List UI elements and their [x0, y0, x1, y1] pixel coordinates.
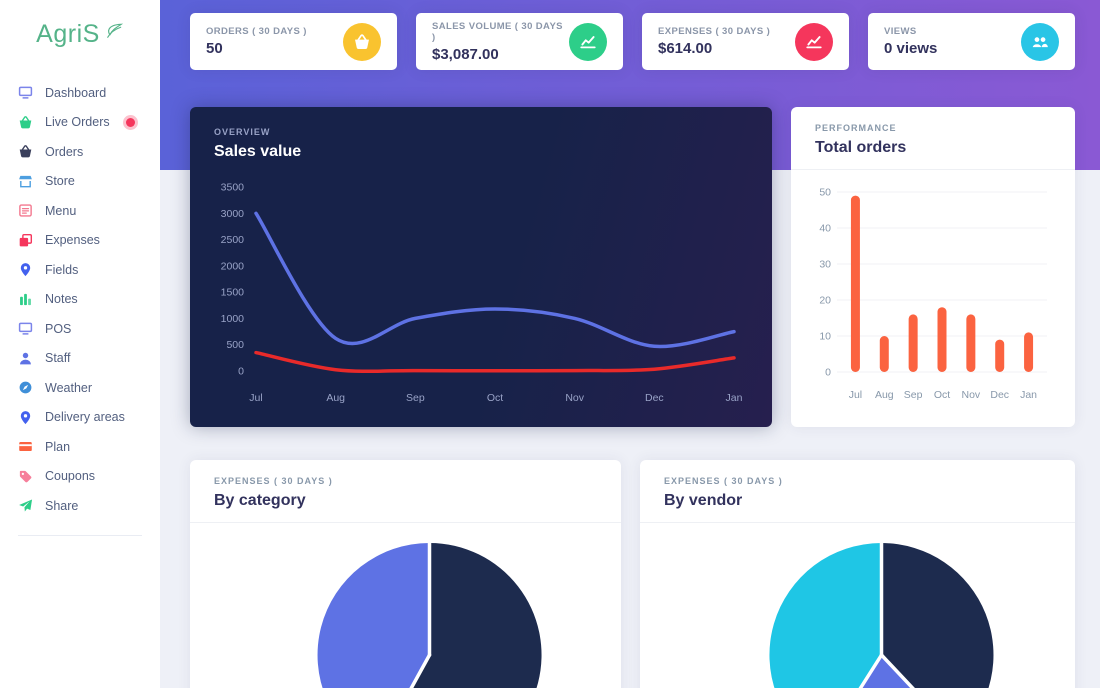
svg-text:40: 40 — [819, 223, 831, 235]
total-orders-title: Total orders — [815, 139, 907, 156]
users-icon — [1021, 22, 1059, 61]
sidebar-item-store[interactable]: Store — [0, 167, 160, 197]
live-indicator-badge — [125, 117, 135, 127]
basket-icon — [18, 115, 33, 130]
svg-text:Dec: Dec — [645, 392, 664, 404]
by-category-header: EXPENSES ( 30 DAYS ) By category — [190, 460, 621, 523]
sidebar-item-plan[interactable]: Plan — [0, 432, 160, 462]
app-name: AgriS — [36, 19, 100, 48]
store-icon — [18, 174, 33, 189]
total-orders-bar-chart: 0 10 20 30 40 50 Jul Aug Sep Oct Nov Dec Jan — [791, 170, 1075, 427]
monitor-icon — [18, 321, 33, 336]
chart-line-icon — [795, 22, 833, 61]
sidebar-item-orders[interactable]: Orders — [0, 137, 160, 167]
svg-text:Jul: Jul — [849, 389, 862, 401]
svg-text:Sep: Sep — [406, 392, 425, 404]
tag-icon — [18, 469, 33, 484]
list-icon — [18, 203, 33, 218]
user-icon — [18, 351, 33, 366]
sidebar-item-delivery-areas[interactable]: Delivery areas — [0, 403, 160, 433]
stat-card-sales-volume: SALES VOLUME ( 30 DAYS ) $3,087.00 — [416, 13, 623, 70]
pies-row: EXPENSES ( 30 DAYS ) By category EXPENSE… — [190, 460, 1075, 688]
sidebar-item-notes[interactable]: Notes — [0, 285, 160, 315]
by-category-card: EXPENSES ( 30 DAYS ) By category — [190, 460, 621, 688]
svg-text:20: 20 — [819, 295, 831, 307]
stat-card-views: VIEWS 0 views — [868, 13, 1075, 70]
svg-text:30: 30 — [819, 259, 831, 271]
svg-text:1500: 1500 — [221, 287, 245, 299]
by-category-title: By category — [214, 492, 306, 509]
sidebar-item-live-orders[interactable]: Live Orders — [0, 108, 160, 138]
svg-text:Oct: Oct — [934, 389, 950, 401]
total-orders-header: PERFORMANCE Total orders — [791, 107, 1075, 170]
sidebar-item-coupons[interactable]: Coupons — [0, 462, 160, 492]
map-pin-icon — [18, 410, 33, 425]
svg-text:Sep: Sep — [904, 389, 923, 401]
expenses-kicker: EXPENSES ( 30 DAYS ) — [664, 476, 783, 486]
svg-text:1000: 1000 — [221, 313, 245, 325]
total-orders-card: PERFORMANCE Total orders 0 10 20 30 40 50 Jul A… — [791, 107, 1075, 427]
overview-kicker: OVERVIEW — [214, 127, 271, 137]
sidebar-item-weather[interactable]: Weather — [0, 373, 160, 403]
svg-text:Dec: Dec — [990, 389, 1009, 401]
basket-icon — [343, 22, 381, 61]
performance-kicker: PERFORMANCE — [815, 123, 897, 133]
svg-text:Nov: Nov — [565, 392, 584, 404]
svg-text:Jan: Jan — [726, 392, 743, 404]
basket-icon — [18, 144, 33, 159]
stat-card-orders: ORDERS ( 30 DAYS ) 50 — [190, 13, 397, 70]
sales-value-title: Sales value — [214, 143, 302, 160]
stats-row: ORDERS ( 30 DAYS ) 50 SALES VOLUME ( 30 … — [190, 13, 1075, 70]
by-vendor-header: EXPENSES ( 30 DAYS ) By vendor — [640, 460, 1075, 523]
svg-text:3500: 3500 — [221, 182, 245, 194]
svg-text:2000: 2000 — [221, 260, 245, 272]
sidebar-item-share[interactable]: Share — [0, 491, 160, 521]
expenses-kicker: EXPENSES ( 30 DAYS ) — [214, 476, 333, 486]
main-content: ORDERS ( 30 DAYS ) 50 SALES VOLUME ( 30 … — [160, 0, 1100, 688]
by-vendor-card: EXPENSES ( 30 DAYS ) By vendor — [640, 460, 1075, 688]
sales-value-card: OVERVIEW Sales value 0 500 1000 1500 2000 250… — [190, 107, 772, 427]
map-pin-icon — [18, 262, 33, 277]
paper-plane-icon — [18, 498, 33, 513]
svg-text:2500: 2500 — [221, 234, 245, 246]
by-vendor-title: By vendor — [664, 492, 743, 509]
svg-text:0: 0 — [825, 367, 831, 379]
sidebar-divider — [18, 534, 142, 536]
svg-text:Nov: Nov — [962, 389, 981, 401]
app-logo[interactable]: AgriS — [0, 12, 160, 56]
svg-text:Jul: Jul — [249, 392, 262, 404]
svg-text:50: 50 — [819, 187, 831, 199]
svg-text:Jan: Jan — [1020, 389, 1037, 401]
sidebar-item-dashboard[interactable]: Dashboard — [0, 78, 160, 108]
chart-line-icon — [569, 22, 607, 61]
leaf-icon — [104, 21, 124, 41]
copy-icon — [18, 233, 33, 248]
by-category-pie-chart — [190, 523, 621, 688]
sidebar-nav: Dashboard Live Orders Orders Store Menu … — [0, 78, 160, 521]
compass-icon — [18, 380, 33, 395]
sales-value-header: OVERVIEW Sales value — [190, 107, 772, 165]
sidebar-item-pos[interactable]: POS — [0, 314, 160, 344]
sidebar-item-fields[interactable]: Fields — [0, 255, 160, 285]
sidebar-item-staff[interactable]: Staff — [0, 344, 160, 374]
monitor-icon — [18, 85, 33, 100]
charts-row: OVERVIEW Sales value 0 500 1000 1500 2000 250… — [190, 107, 1075, 427]
svg-text:Aug: Aug — [875, 389, 894, 401]
svg-text:500: 500 — [226, 339, 244, 351]
credit-card-icon — [18, 439, 33, 454]
sidebar-item-expenses[interactable]: Expenses — [0, 226, 160, 256]
svg-text:Aug: Aug — [326, 392, 345, 404]
columns-icon — [18, 292, 33, 307]
svg-text:3000: 3000 — [221, 208, 245, 220]
svg-text:0: 0 — [238, 366, 244, 378]
sidebar-item-menu[interactable]: Menu — [0, 196, 160, 226]
svg-text:Oct: Oct — [487, 392, 503, 404]
stat-card-expenses: EXPENSES ( 30 DAYS ) $614.00 — [642, 13, 849, 70]
sidebar: AgriS Dashboard Live Orders Orders Store… — [0, 0, 160, 688]
by-vendor-pie-chart — [640, 523, 1075, 688]
svg-text:10: 10 — [819, 331, 831, 343]
sales-line-chart: 0 500 1000 1500 2000 2500 3000 3500 Jul Aug Sep Oct… — [190, 165, 772, 427]
